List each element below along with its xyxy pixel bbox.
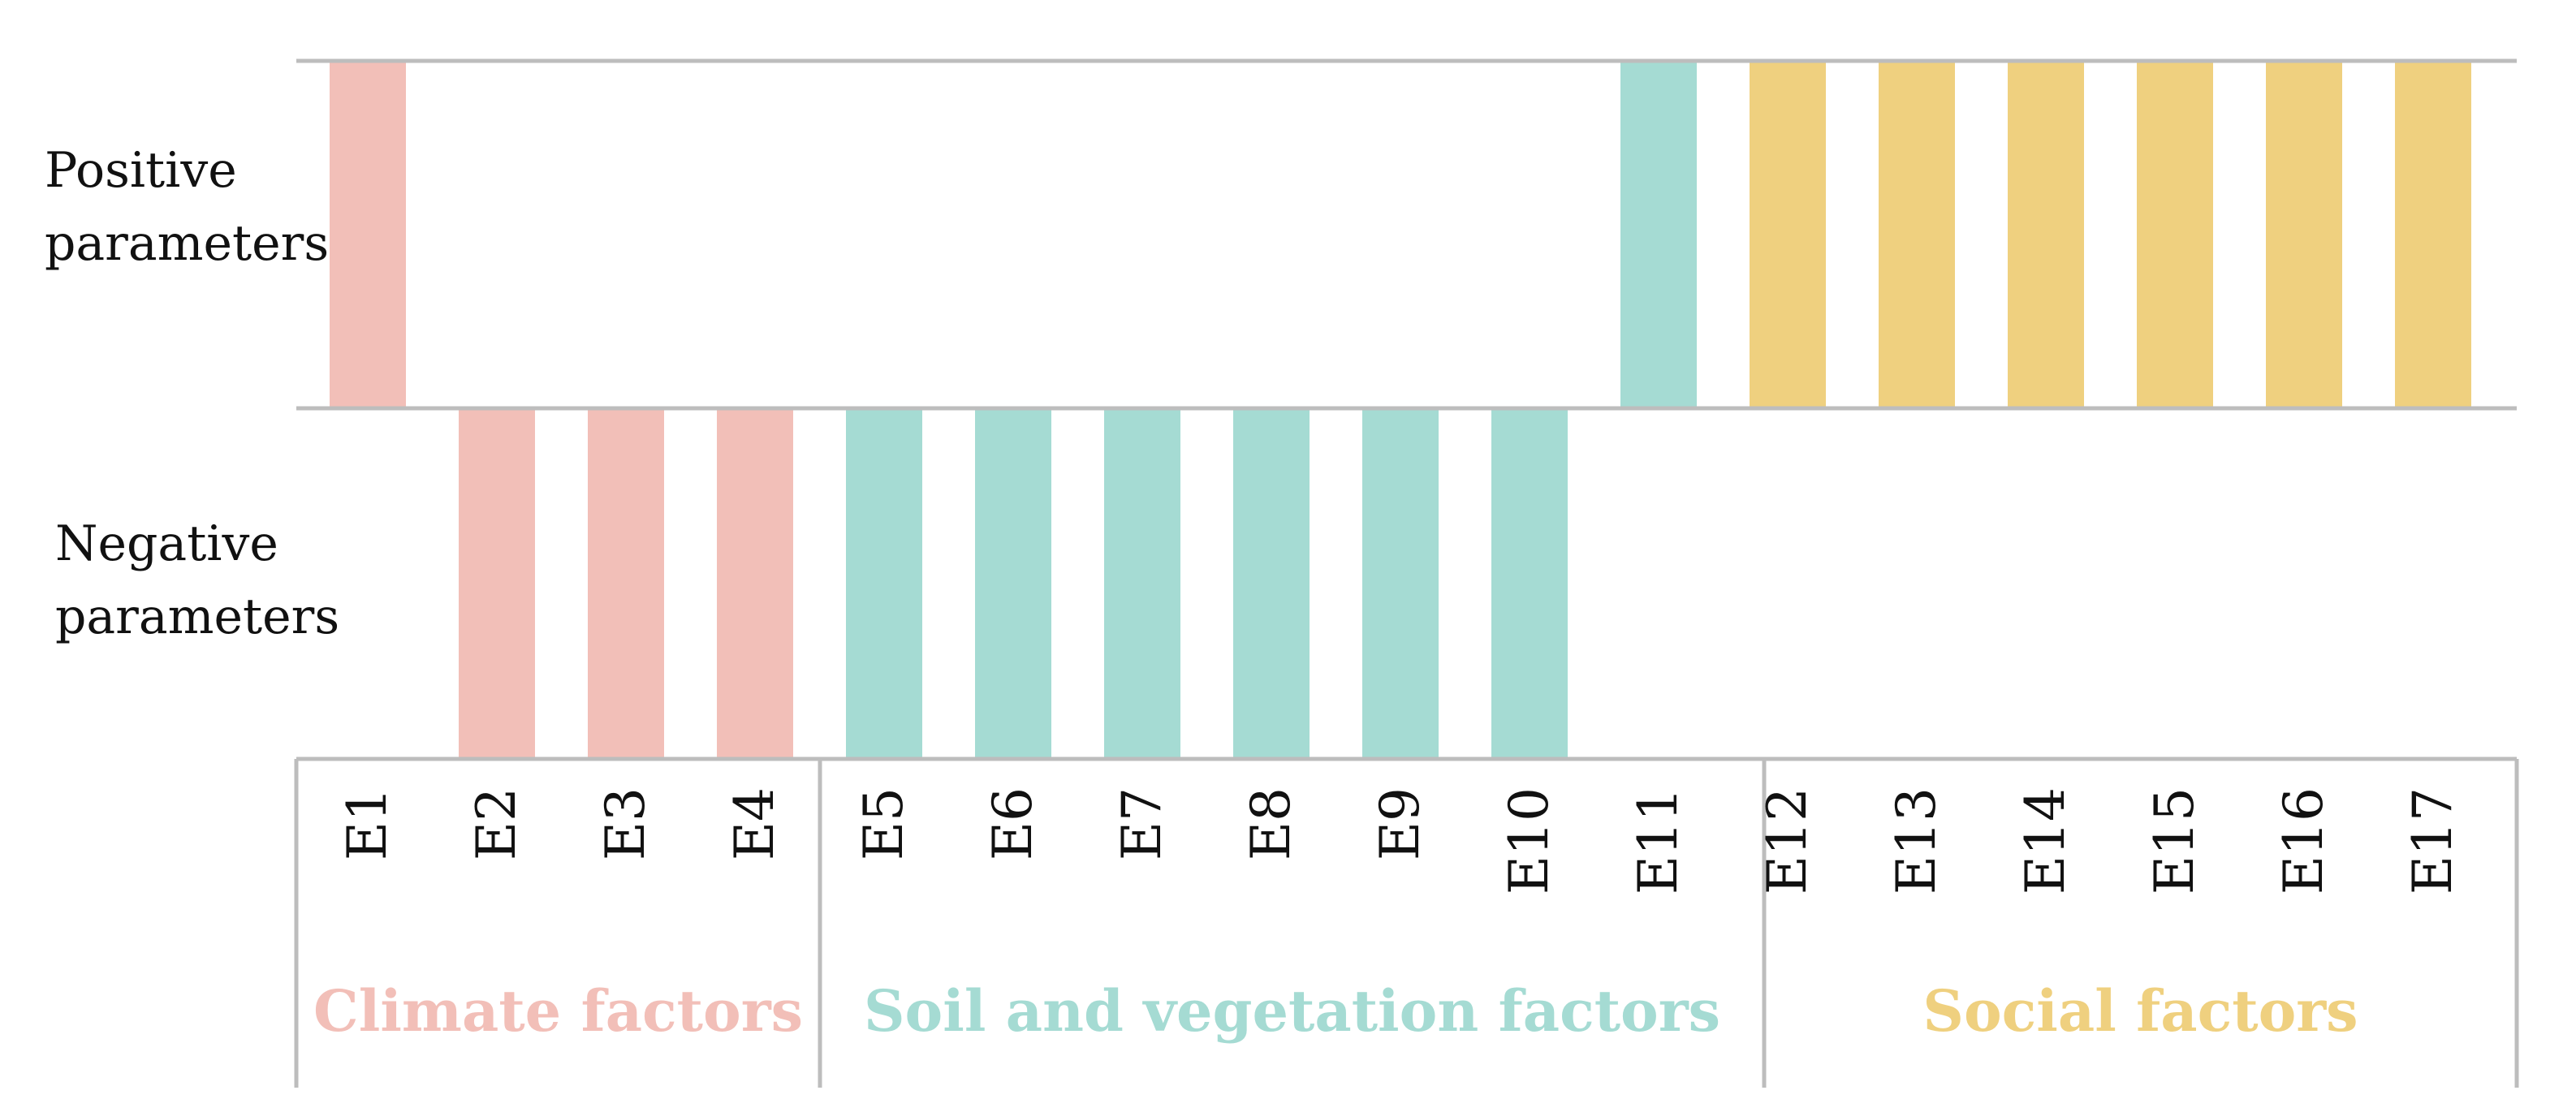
- bar-e8: [1233, 408, 1310, 759]
- tick-label-e13: E13: [1885, 787, 1948, 894]
- tick-label-e11: E11: [1627, 787, 1689, 894]
- bar-e1: [330, 61, 406, 408]
- bar-e15: [2137, 61, 2213, 408]
- positive-row-label-line1: Positive: [45, 142, 237, 199]
- tick-label-e10: E10: [1498, 787, 1560, 894]
- tick-label-e7: E7: [1111, 787, 1173, 860]
- grid-layer: [294, 58, 2519, 1088]
- bar-e3: [588, 408, 664, 759]
- bar-e17: [2395, 61, 2471, 408]
- tick-label-e8: E8: [1240, 787, 1302, 860]
- bar-e14: [2008, 61, 2084, 408]
- tick-label-e12: E12: [1756, 787, 1819, 894]
- tick-label-e9: E9: [1369, 787, 1431, 860]
- negative-row-label-line1: Negative: [55, 515, 278, 572]
- bar-e11: [1620, 61, 1697, 408]
- bar-e9: [1362, 408, 1439, 759]
- bar-e13: [1879, 61, 1955, 408]
- tick-label-e16: E16: [2272, 787, 2335, 894]
- tick-label-e3: E3: [594, 787, 657, 860]
- bar-e7: [1104, 408, 1180, 759]
- bar-e10: [1491, 408, 1568, 759]
- tick-labels-layer: E1 E2 E3 E4 E5 E6 E7 E8 E9 E10 E11 E12 E13 E14 E15 E16 E…: [336, 787, 2464, 894]
- bar-e4: [717, 408, 793, 759]
- bar-e12: [1750, 61, 1826, 408]
- tick-label-e15: E15: [2143, 787, 2206, 894]
- tick-label-e5: E5: [852, 787, 915, 860]
- tick-label-e17: E17: [2401, 787, 2464, 894]
- tick-label-e2: E2: [465, 787, 528, 860]
- tick-label-e14: E14: [2014, 787, 2077, 894]
- positive-row-label-line2: parameters: [45, 215, 329, 272]
- bar-e2: [459, 408, 535, 759]
- group-labels-layer: Climate factors Soil and vegetation facto…: [313, 977, 2358, 1045]
- tick-label-e4: E4: [723, 787, 786, 860]
- tick-label-e6: E6: [982, 787, 1044, 860]
- negative-row-label: Negative parameters: [55, 515, 339, 645]
- bar-e6: [975, 408, 1051, 759]
- bar-e16: [2266, 61, 2342, 408]
- group-label-soil: Soil and vegetation factors: [864, 977, 1720, 1045]
- group-label-social: Social factors: [1922, 977, 2358, 1045]
- tick-label-e1: E1: [336, 787, 399, 860]
- negative-row-label-line2: parameters: [55, 588, 339, 645]
- bars-layer: [330, 61, 2471, 759]
- bar-e5: [846, 408, 922, 759]
- positive-row-label: Positive parameters: [45, 142, 329, 272]
- group-label-climate: Climate factors: [313, 977, 803, 1045]
